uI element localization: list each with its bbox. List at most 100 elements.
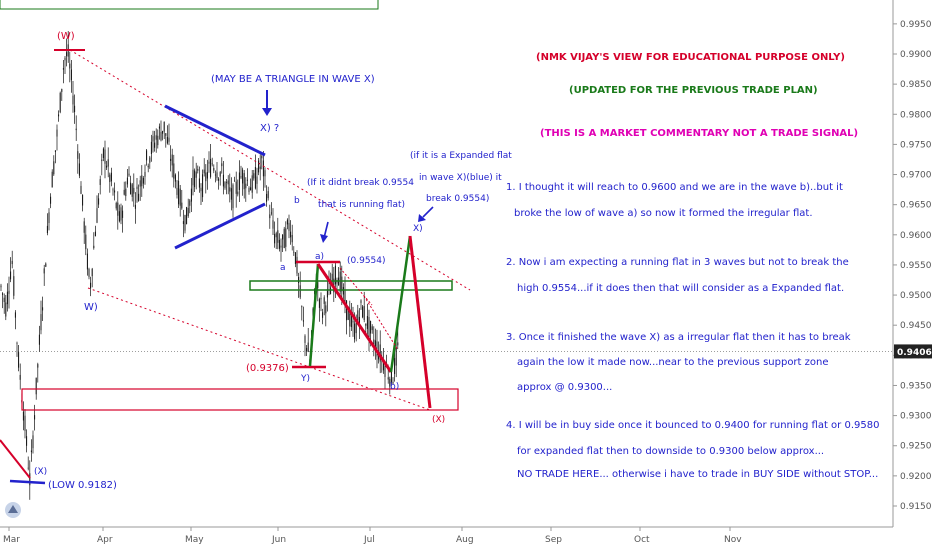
candle-body [53, 161, 55, 175]
candle-body [390, 366, 392, 384]
candle-body [152, 136, 154, 142]
candle-body [61, 89, 63, 92]
candle-body [258, 160, 260, 173]
candle-body [387, 377, 389, 380]
candle-body [147, 165, 149, 168]
wave-x-low-label: (X) [34, 467, 48, 477]
candle-body [70, 69, 72, 81]
candle-body [256, 176, 258, 184]
time-tick-label: Jun [271, 535, 286, 545]
candle-body [98, 198, 100, 205]
candle-body [158, 126, 160, 129]
candle-body [112, 189, 114, 191]
candle-body [232, 184, 234, 209]
candle-body [30, 450, 32, 453]
wave-x-target-label: (X) [432, 415, 446, 425]
header-note: (NMK VIJAY'S VIEW FOR EDUCATIONAL PURPOS… [536, 52, 845, 63]
candle-body [131, 184, 133, 197]
candle-body [358, 316, 360, 327]
candle-body [328, 282, 330, 284]
leg-into-low [0, 439, 31, 479]
candle-body [230, 188, 232, 200]
time-tick-label: Sep [545, 535, 562, 545]
support-zone-box [21, 388, 459, 411]
candle-body [296, 256, 298, 274]
candle-body [341, 276, 343, 292]
candle-body [155, 135, 157, 140]
expanded-flat-note-3: break 0.9554) [426, 194, 490, 204]
running-flat-note-2: that is running flat) [318, 200, 406, 210]
triangle-note: (MAY BE A TRIANGLE IN WAVE X) [211, 74, 375, 85]
candle-body [18, 352, 20, 368]
candle-body [186, 207, 188, 225]
candle-body [126, 177, 128, 185]
current-price-tag [894, 344, 932, 359]
candle-body [219, 172, 221, 177]
candle-body [346, 300, 348, 321]
candle-body [141, 175, 143, 187]
legend-box [0, 0, 379, 10]
candle-body [206, 172, 208, 179]
candle-body [290, 231, 292, 238]
candle-body [198, 178, 200, 188]
candle-body [288, 222, 290, 231]
leg-x-to-target [408, 235, 432, 409]
wave-x-paren-label: X) [413, 224, 423, 234]
candle-body [363, 306, 365, 320]
candle-body [355, 322, 357, 334]
candle-body [2, 293, 4, 295]
candle-body [354, 323, 356, 340]
candle-body [123, 189, 125, 195]
logo-icon [8, 505, 18, 513]
level-9554-label: (0.9554) [347, 256, 386, 266]
candle-body [192, 169, 194, 186]
candle-body [150, 141, 152, 154]
upper-channel-line [69, 49, 471, 291]
candle-body [32, 435, 34, 449]
candle-body [56, 129, 58, 137]
candle-body [394, 357, 396, 374]
lower-channel-line [87, 287, 431, 411]
point-4-line-3: NO TRADE HERE... otherwise i have to tra… [517, 469, 879, 480]
candle-body [349, 312, 351, 327]
time-tick-label: Jul [363, 535, 375, 545]
candle-body [115, 202, 117, 209]
candle-body [299, 285, 301, 298]
candle-body [397, 342, 399, 346]
candle-body [40, 314, 42, 331]
candle-body [261, 155, 263, 159]
candle-body [149, 157, 151, 163]
candle-body [168, 137, 170, 142]
time-tick-label: Mar [3, 535, 20, 545]
candle-body [216, 172, 218, 179]
candle-body [37, 364, 39, 368]
point-1-line-1: 1. I thought it will reach to 0.9600 and… [506, 182, 843, 193]
candle-body [272, 220, 274, 229]
candle-body [114, 190, 116, 193]
candle-body [80, 185, 82, 194]
candle-body [93, 245, 95, 249]
candle-body [46, 225, 48, 234]
candle-body [389, 378, 391, 387]
candle-body [42, 307, 44, 311]
candle-body [357, 310, 359, 321]
expanded-flat-note-1: (if it is a Expanded flat [410, 151, 512, 161]
candle-body [11, 260, 13, 265]
candle-body [302, 320, 304, 322]
candle-body [242, 169, 244, 184]
point-2-line-2: high 0.9554...if it does then that will … [517, 283, 845, 294]
candle-body [58, 114, 60, 117]
candle-body [326, 289, 328, 298]
updated-note: (UPDATED FOR THE PREVIOUS TRADE PLAN) [569, 85, 818, 96]
expanded-flat-note-2: in wave X)(blue) it [419, 173, 502, 183]
candle-body [107, 159, 109, 167]
candle-body [282, 234, 284, 240]
candle-body [395, 347, 397, 366]
